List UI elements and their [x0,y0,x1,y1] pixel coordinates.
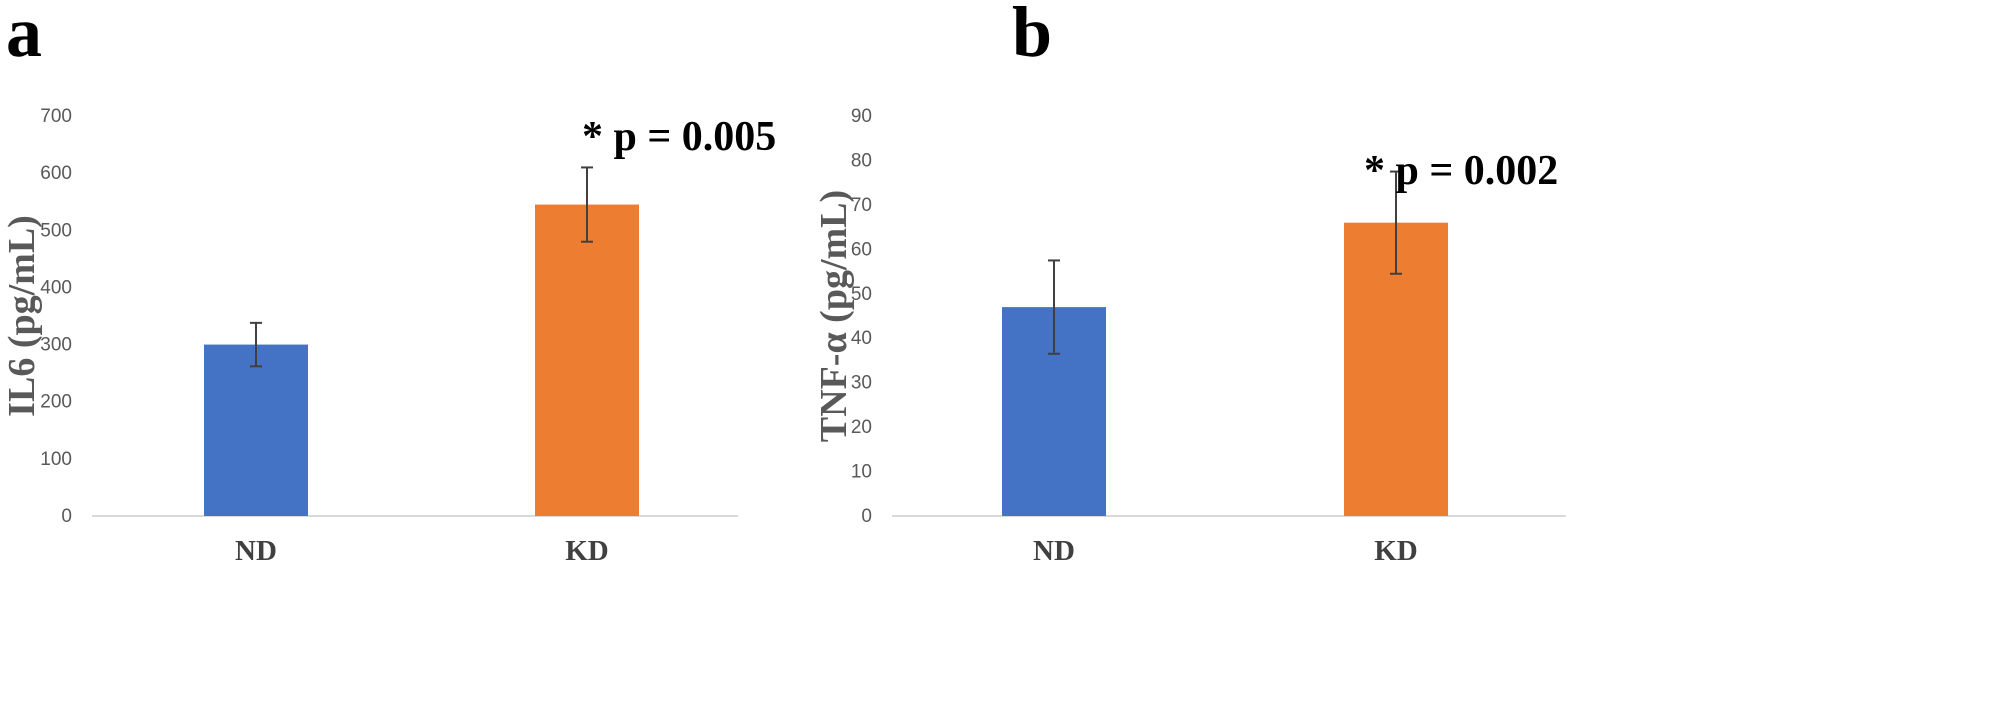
y-tick-label: 40 [851,328,872,349]
y-tick-label: 300 [40,335,72,356]
y-tick-label: 700 [40,106,72,127]
chart-panel-b: b 0 10 20 30 40 50 60 70 80 90 ND KD TNF-α (pg/mL) * … [813,0,2008,716]
bar-kd [535,204,639,517]
panel-letter-b: b [1012,0,1053,72]
category-label-nd: ND [235,535,277,567]
category-label-nd: ND [1033,535,1075,567]
category-label-kd: KD [1374,535,1418,567]
y-tick-label: 50 [851,284,872,305]
y-tick-label: 100 [40,449,72,470]
category-label-kd: KD [565,535,609,567]
y-tick-label: 0 [861,506,872,527]
y-tick-label: 30 [851,373,872,394]
y-tick-label: 600 [40,163,72,184]
y-tick-label: 400 [40,277,72,298]
y-tick-label: 200 [40,392,72,413]
y-tick-label: 500 [40,220,72,241]
y-tick-label: 70 [851,195,872,216]
tnf-alpha-bar-chart: 0 10 20 30 40 50 60 70 80 90 ND KD TNF-α (pg/mL) * p … [813,106,1566,567]
y-axis-label: TNF-α (pg/mL) [813,190,855,442]
y-axis-label: IL6 (pg/mL) [1,215,43,417]
bar-nd [204,344,308,516]
y-tick-label: 60 [851,239,872,260]
y-tick-label: 90 [851,106,872,127]
significance-annotation: * p = 0.005 [582,114,776,160]
y-tick-label: 80 [851,150,872,171]
y-tick-label: 0 [61,506,72,527]
significance-annotation: * p = 0.002 [1364,148,1558,194]
il6-bar-chart: 0 100 200 300 400 500 600 700 ND KD IL6 (pg/mL) * p… [1,106,776,567]
y-tick-label: 10 [851,462,872,483]
y-tick-label: 20 [851,417,872,438]
chart-panel-a: a 0 100 200 300 400 500 600 700 ND KD IL6 (pg/mL) *… [0,0,1000,716]
panel-letter-a: a [6,0,42,72]
